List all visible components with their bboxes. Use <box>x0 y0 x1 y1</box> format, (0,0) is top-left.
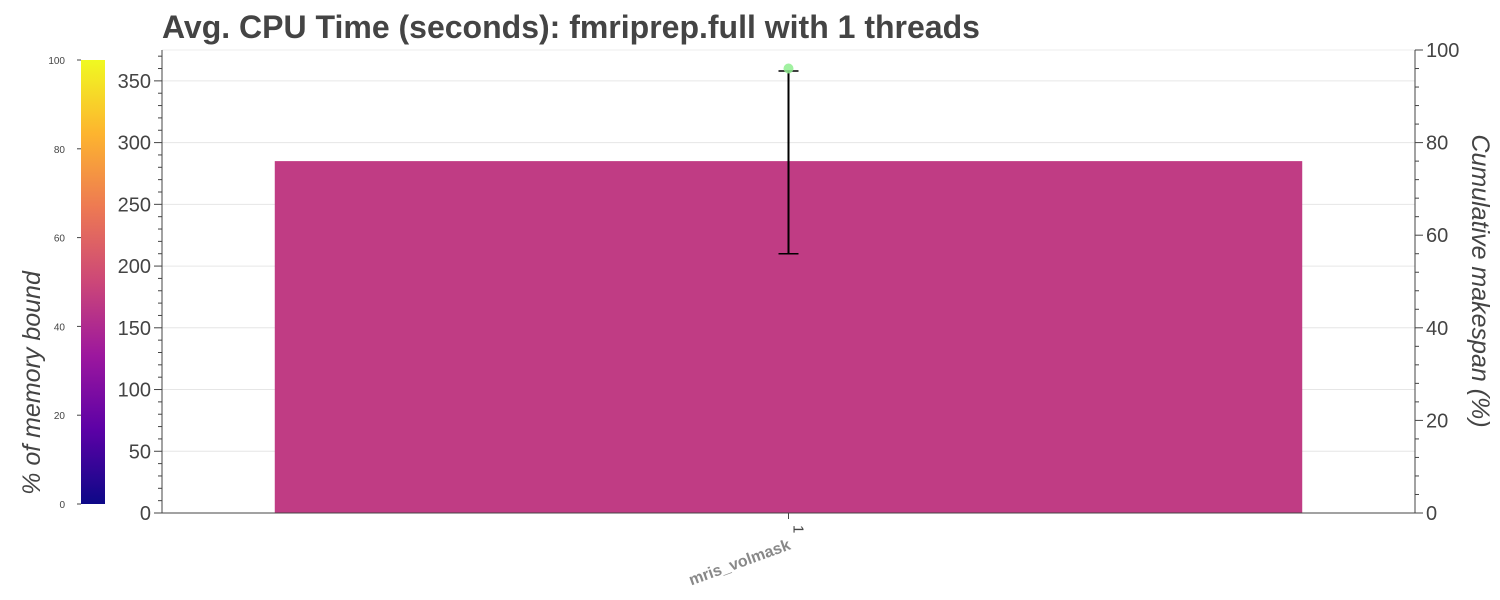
plot-area: 1 mris_volmask 0 50 100 150 200 250 300 350 0 20 40 6… <box>118 40 1460 589</box>
y2-tick-label: 40 <box>1426 318 1448 340</box>
y-tick-label: 0 <box>140 503 151 525</box>
y2-tick-label: 100 <box>1426 40 1459 62</box>
colorbar-label: % of memory bound <box>18 270 46 495</box>
colorbar-tick-label: 20 <box>54 411 66 422</box>
y-tick-label: 350 <box>118 71 151 93</box>
y2-tick-label: 0 <box>1426 503 1437 525</box>
y-tick-label: 50 <box>129 441 151 463</box>
colorbar-tick-label: 60 <box>54 234 66 245</box>
colorbar-tick-label: 0 <box>59 500 65 511</box>
y-tick-label: 150 <box>118 318 151 340</box>
colorbar-gradient <box>81 60 105 504</box>
colorbar-tick-label: 80 <box>54 145 66 156</box>
chart-title: Avg. CPU Time (seconds): fmriprep.full w… <box>162 9 980 45</box>
y2-tick-label: 60 <box>1426 225 1448 247</box>
y-tick-label: 250 <box>118 194 151 216</box>
y2-tick-label: 20 <box>1426 410 1448 432</box>
y-tick-label: 300 <box>118 133 151 155</box>
makespan-marker <box>783 63 794 74</box>
x-tick-label: 1 <box>790 525 807 533</box>
y-tick-label: 100 <box>118 380 151 402</box>
colorbar: 0 20 40 60 80 100 <box>48 56 105 511</box>
y-tick-label: 200 <box>118 256 151 278</box>
category-label: mris_volmask <box>687 537 793 590</box>
colorbar-tick-label: 40 <box>54 322 66 333</box>
y2-tick-label: 80 <box>1426 133 1448 155</box>
y2-axis-label: Cumulative makespan (%) <box>1466 134 1494 427</box>
colorbar-tick-label: 100 <box>48 56 65 67</box>
